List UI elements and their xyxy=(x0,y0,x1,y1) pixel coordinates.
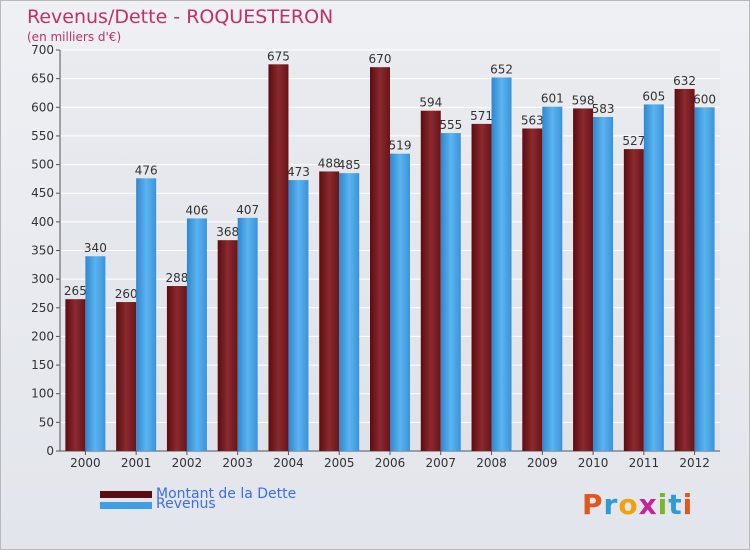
bar-revenus xyxy=(694,107,715,452)
x-tick-label: 2000 xyxy=(70,456,101,470)
y-tick-label: 550 xyxy=(31,129,54,143)
y-tick-label: 450 xyxy=(31,186,54,200)
y-tick-label: 200 xyxy=(31,329,54,343)
x-tick-label: 2010 xyxy=(578,456,609,470)
data-label-dette: 571 xyxy=(470,109,493,123)
data-label-dette: 288 xyxy=(165,271,188,285)
data-label-dette: 368 xyxy=(216,225,239,239)
bar-revenus xyxy=(85,256,106,451)
logo-letter: P xyxy=(582,488,604,521)
bar-dette xyxy=(65,299,86,451)
data-label-dette: 260 xyxy=(115,287,138,301)
x-tick-label: 2004 xyxy=(273,456,304,470)
bar-revenus xyxy=(440,133,461,452)
x-tick-label: 2011 xyxy=(629,456,660,470)
y-tick-label: 100 xyxy=(31,387,54,401)
bar-revenus xyxy=(186,218,207,451)
y-tick-label: 300 xyxy=(31,272,54,286)
y-tick-label: 50 xyxy=(39,415,54,429)
x-tick-label: 2001 xyxy=(121,456,152,470)
bar-dette xyxy=(116,302,137,451)
logo-letter: t xyxy=(668,488,683,521)
bar-dette xyxy=(522,128,543,451)
data-label-revenus: 605 xyxy=(642,89,665,103)
proxiti-logo: Proxiti xyxy=(582,488,693,521)
bar-revenus xyxy=(390,153,410,452)
data-label-dette: 598 xyxy=(572,93,595,107)
x-tick-label: 2007 xyxy=(425,456,456,470)
logo-letter: r xyxy=(603,488,619,521)
y-tick-label: 650 xyxy=(31,72,54,86)
data-label-revenus: 555 xyxy=(439,118,462,132)
y-tick-label: 400 xyxy=(31,215,54,229)
legend-label-revenus: Revenus xyxy=(156,496,216,512)
y-tick-label: 600 xyxy=(31,100,54,114)
data-label-dette: 632 xyxy=(673,74,696,88)
chart-subtitle: (en milliers d'€) xyxy=(27,30,122,44)
logo-letter: o xyxy=(618,488,639,521)
x-tick-label: 2009 xyxy=(527,456,558,470)
y-tick-label: 0 xyxy=(46,444,54,458)
data-label-dette: 675 xyxy=(267,49,290,63)
bar-dette xyxy=(674,88,695,451)
data-label-revenus: 583 xyxy=(592,102,615,116)
data-label-revenus: 600 xyxy=(693,92,716,106)
y-tick-label: 500 xyxy=(31,158,54,172)
logo-letter: x xyxy=(638,488,658,521)
data-label-dette: 527 xyxy=(622,134,645,148)
logo-letter: i xyxy=(657,488,669,521)
bar-dette xyxy=(166,286,187,451)
data-label-revenus: 485 xyxy=(338,158,361,172)
bar-revenus xyxy=(542,106,563,451)
y-tick-label: 350 xyxy=(31,244,54,258)
legend-label-dette: Montant de la Dette xyxy=(156,486,297,502)
data-label-revenus: 601 xyxy=(541,92,564,106)
bar-dette xyxy=(370,67,390,451)
x-tick-label: 2012 xyxy=(679,456,710,470)
x-tick-label: 2008 xyxy=(476,456,507,470)
x-tick-label: 2002 xyxy=(172,456,203,470)
y-tick-label: 150 xyxy=(31,358,54,372)
legend-swatch-dette xyxy=(100,491,152,498)
logo-letter: i xyxy=(682,488,694,521)
x-tick-label: 2005 xyxy=(324,456,355,470)
y-tick-label: 250 xyxy=(31,301,54,315)
data-label-revenus: 407 xyxy=(236,203,259,217)
bar-revenus xyxy=(593,117,614,451)
bar-dette xyxy=(268,64,289,452)
bar-dette xyxy=(420,110,441,452)
bar-dette xyxy=(319,171,340,451)
bar-dette xyxy=(573,108,594,451)
bar-revenus xyxy=(339,173,360,451)
bar-revenus xyxy=(136,178,157,451)
data-label-revenus: 406 xyxy=(185,203,208,217)
chart-title: Revenus/Dette - ROQUESTERON xyxy=(27,6,334,28)
data-label-revenus: 473 xyxy=(287,165,310,179)
bar-revenus xyxy=(491,77,512,452)
data-label-dette: 488 xyxy=(318,156,341,170)
bar-dette xyxy=(623,149,644,451)
data-label-dette: 594 xyxy=(419,96,442,110)
data-label-revenus: 652 xyxy=(490,62,513,76)
data-label-dette: 265 xyxy=(64,284,87,298)
legend-swatch-revenus xyxy=(100,502,152,509)
y-tick-label: 700 xyxy=(31,43,54,57)
data-label-revenus: 519 xyxy=(389,139,412,153)
bar-revenus xyxy=(237,217,258,451)
x-tick-label: 2003 xyxy=(222,456,253,470)
bar-dette xyxy=(471,123,492,452)
bar-revenus xyxy=(288,180,309,451)
data-label-revenus: 476 xyxy=(135,163,158,177)
data-label-dette: 563 xyxy=(521,113,544,127)
data-label-revenus: 340 xyxy=(84,241,107,255)
data-label-dette: 670 xyxy=(369,52,392,66)
bar-dette xyxy=(217,240,238,451)
bar-revenus xyxy=(643,104,664,452)
x-tick-label: 2006 xyxy=(375,456,406,470)
